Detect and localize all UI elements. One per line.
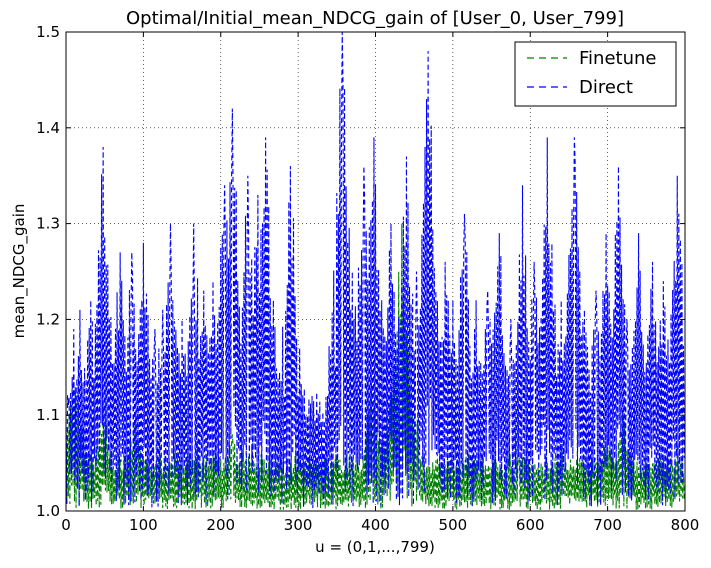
x-tick-label: 700 [593, 516, 622, 534]
x-axis: 0 100 200 300 400 500 600 700 800 [61, 32, 699, 534]
y-tick-label: 1.1 [36, 406, 60, 424]
x-tick-label: 100 [129, 516, 158, 534]
legend-label-direct: Direct [579, 77, 633, 98]
x-tick-label: 600 [516, 516, 545, 534]
x-tick-label: 400 [361, 516, 390, 534]
y-tick-label: 1.4 [36, 119, 60, 137]
y-tick-label: 1.0 [36, 502, 60, 520]
chart-title: Optimal/Initial_mean_NDCG_gain of [User_… [126, 8, 624, 29]
y-tick-label: 1.5 [36, 23, 60, 41]
y-tick-label: 1.3 [36, 215, 60, 233]
series-line-direct [66, 32, 685, 509]
x-axis-label: u = (0,1,...,799) [315, 538, 435, 556]
x-tick-label: 800 [671, 516, 700, 534]
x-tick-label: 0 [61, 516, 71, 534]
legend: Finetune Direct [514, 41, 677, 107]
legend-label-finetune: Finetune [579, 48, 656, 69]
y-axis: 1.0 1.1 1.2 1.3 1.4 1.5 [36, 23, 685, 520]
legend-box [514, 41, 677, 107]
x-tick-label: 500 [439, 516, 468, 534]
y-tick-label: 1.2 [36, 310, 60, 328]
x-tick-label: 200 [206, 516, 235, 534]
x-tick-label: 300 [284, 516, 313, 534]
series-layer [66, 32, 685, 510]
y-axis-label: mean_NDCG_gain [10, 204, 29, 339]
